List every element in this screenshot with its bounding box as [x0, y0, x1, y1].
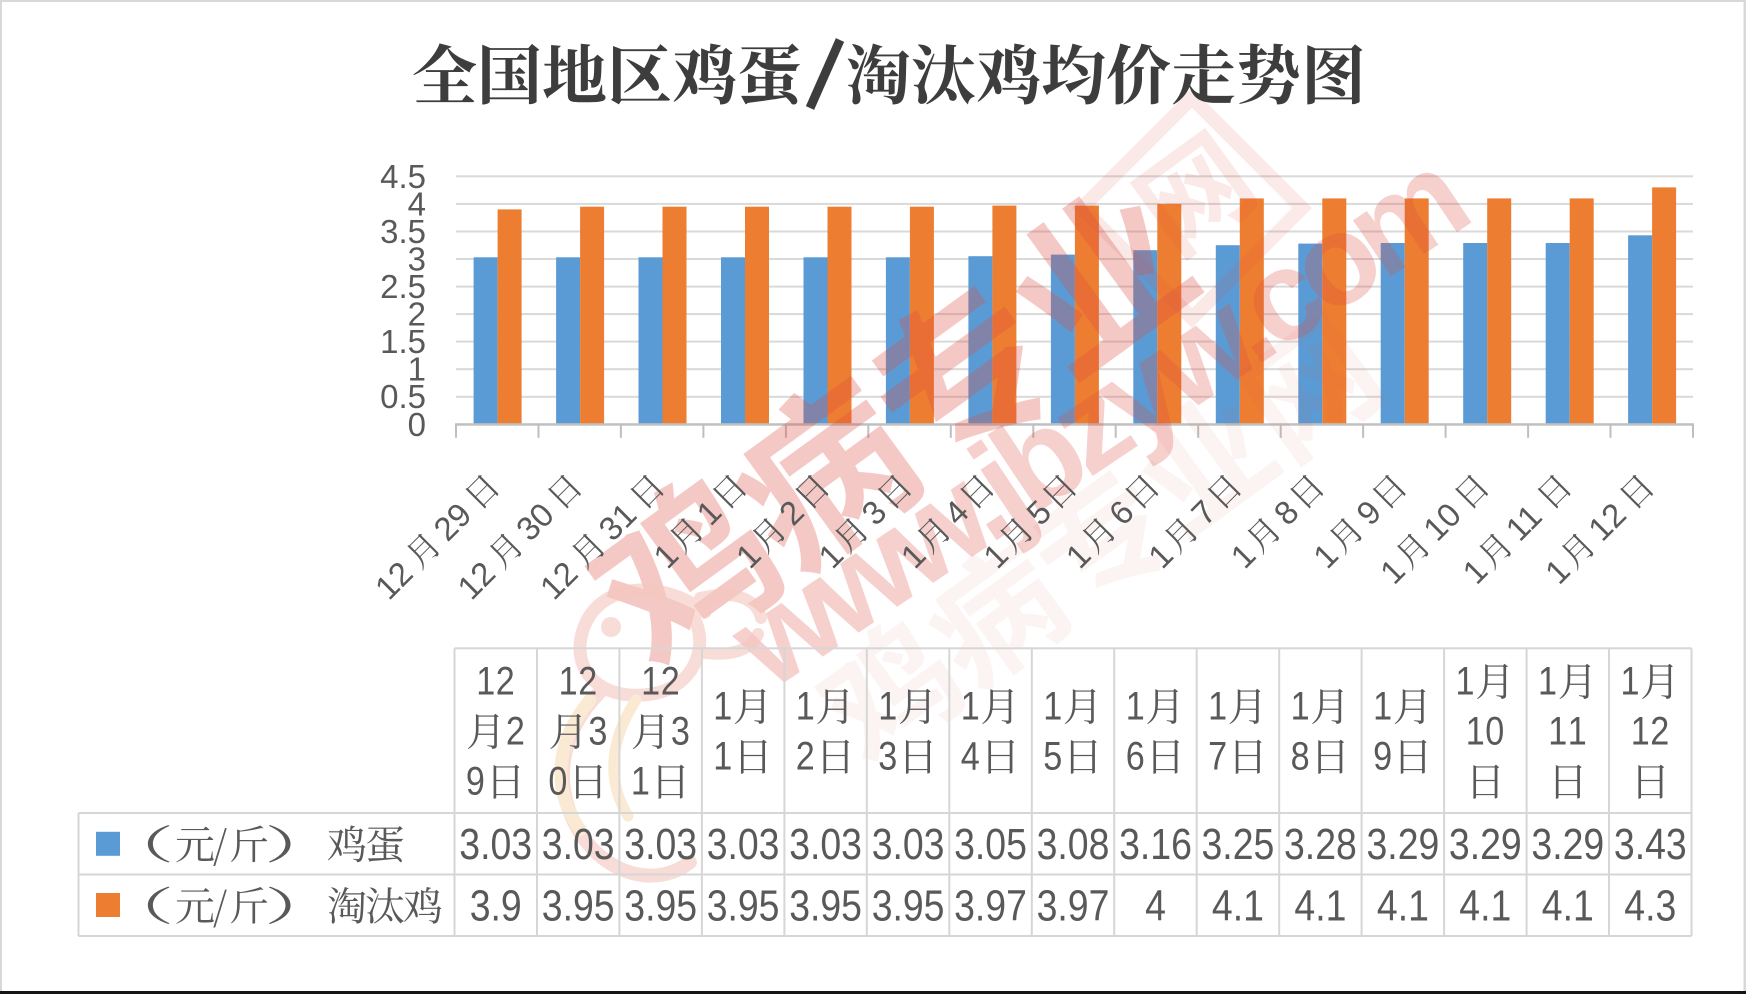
svg-text:3.97: 3.97 [954, 881, 1027, 930]
svg-text:3.29: 3.29 [1531, 820, 1604, 869]
svg-text:3.05: 3.05 [954, 820, 1027, 869]
svg-text:1: 1 [641, 659, 660, 703]
svg-text:2: 2 [578, 659, 597, 703]
svg-text:4.5: 4.5 [380, 158, 426, 195]
svg-text:1: 1 [713, 734, 732, 778]
svg-text:2: 2 [796, 734, 815, 778]
svg-text:2: 2 [496, 659, 515, 703]
svg-text:3.08: 3.08 [1037, 820, 1110, 869]
svg-text:3.16: 3.16 [1119, 820, 1192, 869]
svg-text:2.5: 2.5 [380, 268, 426, 305]
svg-text:5: 5 [1043, 734, 1062, 778]
svg-text:3.25: 3.25 [1202, 820, 1275, 869]
svg-text:1: 1 [1538, 659, 1557, 703]
svg-text:3.03: 3.03 [542, 820, 615, 869]
svg-text:4.1: 4.1 [1212, 881, 1264, 930]
svg-text:1: 1 [878, 684, 897, 728]
svg-text:4: 4 [1145, 881, 1166, 930]
svg-text:8: 8 [1291, 734, 1310, 778]
svg-text:1: 1 [1631, 709, 1650, 753]
svg-text:3.29: 3.29 [1367, 820, 1440, 869]
svg-text:1: 1 [1548, 709, 1567, 753]
svg-text:9: 9 [466, 759, 485, 803]
svg-text:1: 1 [713, 684, 732, 728]
svg-text:2: 2 [408, 296, 426, 333]
svg-text:1: 1 [1373, 684, 1392, 728]
svg-text:1.5: 1.5 [380, 323, 426, 360]
svg-text:1: 1 [796, 684, 815, 728]
svg-text:1: 1 [559, 659, 578, 703]
svg-text:1: 1 [1291, 684, 1310, 728]
svg-text:1: 1 [631, 759, 650, 803]
svg-text:4: 4 [961, 734, 980, 778]
svg-text:2: 2 [506, 709, 525, 753]
svg-text:9: 9 [1373, 734, 1392, 778]
svg-text:3.43: 3.43 [1614, 820, 1687, 869]
svg-text:4.1: 4.1 [1294, 881, 1346, 930]
svg-text:3.95: 3.95 [542, 881, 615, 930]
svg-text:0: 0 [1485, 709, 1504, 753]
svg-text:3.29: 3.29 [1449, 820, 1522, 869]
svg-text:3.9: 3.9 [470, 881, 522, 930]
svg-text:1: 1 [961, 684, 980, 728]
svg-text:3.95: 3.95 [872, 881, 945, 930]
svg-text:3.03: 3.03 [789, 820, 862, 869]
svg-text:4.3: 4.3 [1624, 881, 1676, 930]
svg-text:3.95: 3.95 [707, 881, 780, 930]
svg-text:3.95: 3.95 [624, 881, 697, 930]
svg-text:1: 1 [1126, 684, 1145, 728]
svg-text:1: 1 [476, 659, 495, 703]
svg-text:3: 3 [878, 734, 897, 778]
svg-text:1: 1 [1456, 659, 1475, 703]
svg-text:1: 1 [408, 351, 426, 388]
svg-text:4.1: 4.1 [1377, 881, 1429, 930]
svg-text:6: 6 [1126, 734, 1145, 778]
svg-text:7: 7 [1208, 734, 1227, 778]
svg-text:3.03: 3.03 [707, 820, 780, 869]
svg-text:0: 0 [408, 406, 426, 443]
svg-text:3.03: 3.03 [872, 820, 945, 869]
svg-text:1: 1 [1043, 684, 1062, 728]
svg-text:3.5: 3.5 [380, 213, 426, 250]
svg-text:4: 4 [408, 185, 426, 222]
svg-text:3.95: 3.95 [789, 881, 862, 930]
svg-text:1: 1 [1466, 709, 1485, 753]
svg-text:2: 2 [661, 659, 680, 703]
svg-text:0: 0 [548, 759, 567, 803]
svg-text:4.1: 4.1 [1542, 881, 1594, 930]
svg-text:1: 1 [1621, 659, 1640, 703]
svg-text:3: 3 [671, 709, 690, 753]
svg-text:3: 3 [588, 709, 607, 753]
svg-text:3.97: 3.97 [1037, 881, 1110, 930]
svg-text:3.03: 3.03 [624, 820, 697, 869]
svg-text:2: 2 [1650, 709, 1669, 753]
svg-text:0.5: 0.5 [380, 378, 426, 415]
svg-text:3.03: 3.03 [459, 820, 532, 869]
svg-text:4.1: 4.1 [1459, 881, 1511, 930]
svg-text:3.28: 3.28 [1284, 820, 1357, 869]
svg-text:1: 1 [1568, 709, 1587, 753]
svg-text:3: 3 [408, 241, 426, 278]
svg-text:1: 1 [1208, 684, 1227, 728]
